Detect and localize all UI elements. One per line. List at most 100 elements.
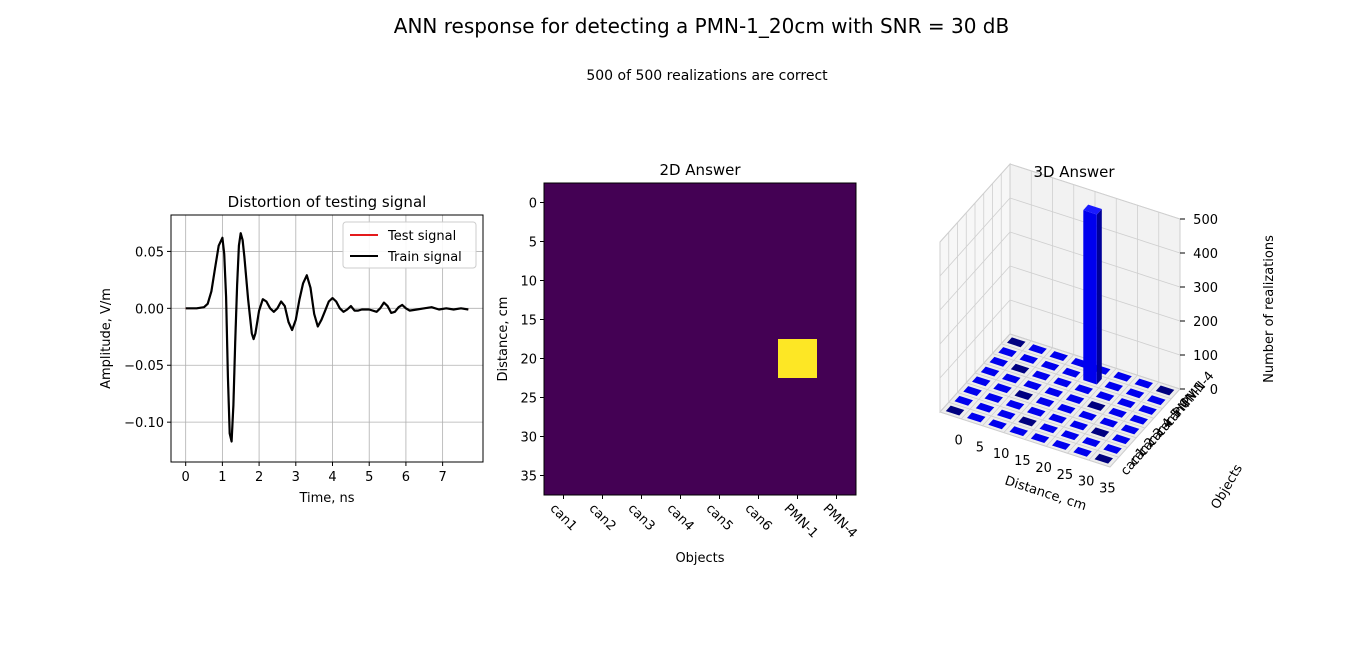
bar-tile	[980, 366, 1000, 377]
bar-tile	[1129, 414, 1148, 425]
bar-tile	[1082, 437, 1101, 447]
bar-tile	[1078, 410, 1097, 421]
bar-tile	[954, 395, 973, 406]
bar-tile	[1027, 406, 1046, 417]
legend-label: Train signal	[387, 250, 462, 265]
bar-tile	[1007, 337, 1026, 348]
bar-tile	[1087, 401, 1106, 411]
bar-tile	[1103, 444, 1122, 454]
side-gridline	[939, 265, 1011, 345]
bar-tile	[1069, 420, 1088, 431]
bar-side	[1096, 209, 1102, 385]
bar-tile	[972, 376, 991, 387]
x-tick-label: 15	[1014, 454, 1031, 469]
floor-gridline	[957, 392, 1128, 448]
z-tick-label: 400	[1193, 247, 1218, 262]
bar-tile	[1120, 424, 1140, 435]
floor-gridline	[992, 353, 1163, 409]
bar-tile	[993, 383, 1012, 394]
side-gridline	[939, 333, 1011, 413]
side-gridline	[939, 299, 1011, 379]
x-tick-label: 2	[255, 470, 263, 485]
y-tick-label: −0.10	[124, 416, 164, 431]
x-tick-label: can3	[625, 501, 658, 534]
line-chart-panel: 0 1 2 3 4 5 6 7 −0.10 −0.05 0.00 0.05 Distortion of …	[99, 193, 484, 506]
y-axis-label: Objects	[1208, 462, 1246, 512]
y-axis-label: Amplitude, V/m	[99, 288, 114, 389]
bar-tile	[1065, 394, 1085, 404]
x-tick-label: 30	[1078, 475, 1095, 490]
bar-tile	[1134, 378, 1153, 389]
bar-tile	[1002, 373, 1021, 384]
bar3d-panel: 0 5 10 15 20 25 30 35can1can2can3can4can5can6PM…	[939, 162, 1277, 515]
floor-gridline	[948, 401, 1119, 458]
x-tick-label: 20	[1035, 461, 1052, 476]
bar-tile	[1062, 367, 1081, 378]
z-tick-label: 200	[1193, 315, 1218, 330]
bar-tile	[1023, 380, 1042, 391]
bar-tile	[1049, 351, 1068, 361]
bar-tile	[1057, 403, 1076, 414]
bar-tile	[1090, 427, 1110, 438]
bar-tile	[1005, 399, 1025, 410]
bar-tile	[1035, 397, 1055, 407]
z-tick-label: 300	[1193, 281, 1218, 296]
bar-tile	[1010, 363, 1030, 374]
bar-tile	[984, 393, 1003, 403]
bar-tile	[1040, 360, 1060, 371]
bar-tile	[1019, 354, 1038, 364]
bar-tile	[1048, 413, 1067, 424]
x-tick-label: PMN-4	[820, 501, 860, 541]
x-axis-label: Objects	[675, 551, 724, 566]
bar-tile	[1108, 407, 1127, 418]
x-tick-label: 10	[993, 447, 1010, 462]
bar-tile	[1147, 395, 1166, 406]
bar-tile	[1155, 385, 1175, 396]
bar-tile	[1073, 446, 1092, 457]
figure-title: ANN response for detecting a PMN-1_20cm …	[393, 14, 1010, 38]
chart-title: 2D Answer	[659, 161, 741, 179]
side-gridline	[939, 197, 1011, 277]
x-tick-label: 25	[1057, 468, 1074, 483]
series-line	[185, 232, 469, 443]
bar-tile	[1028, 344, 1047, 355]
y-tick-label: 35	[520, 470, 537, 485]
bar-tile	[1032, 370, 1051, 381]
x-axis-label: Time, ns	[298, 491, 354, 506]
x-tick-label: can6	[742, 501, 775, 534]
x-tick-label: can5	[703, 501, 736, 534]
back-gridline	[1009, 163, 1181, 220]
plot-frame	[170, 214, 484, 463]
z-tick-label: 500	[1193, 213, 1218, 228]
floor-gridline	[966, 382, 1137, 439]
x-tick-label: 0	[182, 470, 190, 485]
bar-tile	[975, 402, 995, 413]
bar-tile	[989, 356, 1008, 367]
bar-tile	[1053, 377, 1072, 388]
bar-tile	[1014, 390, 1033, 400]
bar-tile	[1060, 430, 1080, 441]
x-axis-label: Distance, cm	[1003, 474, 1088, 515]
bar-top	[1083, 204, 1102, 215]
bar-tile	[1009, 426, 1028, 437]
bar-front	[1083, 210, 1097, 385]
bar-tile	[1030, 433, 1050, 443]
x-tick-label: 3	[292, 470, 300, 485]
bar-tile	[988, 419, 1007, 430]
bar-tile	[1095, 391, 1115, 402]
x-tick-label: 6	[402, 470, 410, 485]
bar-tile	[967, 412, 986, 423]
y-axis-label: Distance, cm	[496, 297, 511, 382]
y-tick-label: 0	[529, 197, 537, 212]
legend-label: Test signal	[387, 229, 456, 244]
plot-frame	[543, 182, 857, 496]
bar-tile	[1094, 453, 1113, 464]
x-tick-label: 4	[328, 470, 336, 485]
z-tick-label: 100	[1193, 349, 1218, 364]
x-tick-label: 1	[218, 470, 226, 485]
figure-subtitle: 500 of 500 realizations are correct	[586, 68, 828, 84]
y-tick-label: 25	[520, 392, 537, 407]
y-tick-label: 5	[529, 236, 537, 251]
